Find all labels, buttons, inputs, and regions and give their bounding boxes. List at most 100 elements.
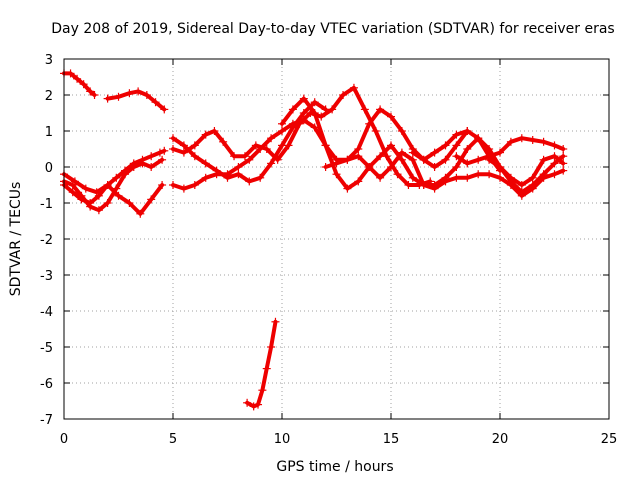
plot-frame [63, 58, 610, 420]
data-point [463, 159, 472, 168]
data-point [284, 141, 293, 150]
grid-lines [64, 59, 609, 419]
data-point [528, 136, 537, 144]
y-tick-label: 2 [45, 89, 53, 104]
x-tick-labels: 0 5 10 15 20 25 [60, 432, 617, 447]
data-point [441, 141, 450, 150]
data-point [125, 89, 134, 98]
y-tick-label: -2 [40, 233, 53, 248]
series-trace [487, 154, 566, 187]
data-point [94, 206, 103, 215]
data-point [365, 119, 374, 128]
y-tick-label: -4 [40, 305, 53, 320]
x-tick-label: 10 [274, 432, 291, 447]
y-tick-label: -3 [40, 269, 53, 284]
data-point [328, 105, 337, 114]
data-point [68, 188, 77, 197]
data-point [339, 91, 348, 99]
data-point [517, 181, 526, 189]
data-point [138, 159, 147, 168]
data-point [267, 343, 276, 351]
data-point [256, 145, 265, 153]
data-point [397, 148, 406, 157]
data-point [299, 116, 308, 125]
data-point [201, 173, 210, 182]
data-point [387, 163, 395, 171]
data-point [66, 69, 75, 78]
data-point [404, 181, 413, 189]
data-point [234, 170, 243, 179]
x-tick-label: 25 [601, 432, 618, 447]
data-point [387, 141, 395, 150]
data-point [506, 137, 515, 146]
data-point [408, 155, 417, 164]
data-point [136, 209, 145, 218]
data-point [81, 184, 90, 193]
data-point [441, 177, 450, 186]
data-point [147, 152, 156, 161]
data-point [349, 83, 358, 92]
data-point [190, 152, 199, 161]
y-tick-label: -5 [40, 341, 53, 356]
data-point [376, 152, 385, 161]
series-trace [245, 319, 278, 409]
data-point [343, 155, 352, 164]
data-point [376, 173, 385, 182]
data-point [147, 163, 156, 171]
data-point [258, 386, 267, 395]
data-point [273, 155, 282, 164]
data-point [223, 170, 232, 179]
data-point [365, 163, 374, 171]
data-point [169, 145, 177, 153]
data-point [387, 112, 395, 121]
series-arc-8 [169, 105, 472, 193]
data-point [245, 177, 254, 186]
data-point [452, 152, 461, 161]
data-point [249, 402, 258, 411]
data-series [60, 69, 568, 411]
data-point [463, 145, 472, 153]
data-point [376, 105, 385, 114]
y-tick-label: 0 [45, 161, 53, 176]
data-point [86, 202, 95, 211]
data-point [485, 170, 494, 179]
data-point [310, 123, 319, 132]
series-arc-13 [485, 152, 568, 189]
data-point [158, 181, 167, 189]
data-point [254, 400, 263, 409]
data-point [240, 152, 249, 161]
data-point [397, 155, 406, 164]
series-arc-12 [452, 134, 568, 168]
data-point [256, 173, 265, 182]
data-point [142, 91, 151, 99]
series-arc-10 [321, 148, 568, 200]
data-point [430, 163, 439, 171]
data-point [528, 181, 537, 189]
data-point [112, 184, 121, 193]
data-point [271, 317, 280, 326]
series-arc-11 [408, 127, 568, 197]
data-point [559, 166, 568, 175]
data-point [371, 127, 380, 135]
data-point [125, 199, 134, 207]
data-point [441, 155, 450, 164]
data-point [288, 105, 297, 114]
data-point [321, 163, 330, 171]
chart-title: Day 208 of 2019, Sidereal Day-to-day VTE… [51, 21, 614, 37]
data-point [474, 170, 483, 179]
y-tick-label: -1 [40, 197, 53, 212]
y-tick-label: 3 [45, 53, 53, 68]
data-point [452, 163, 461, 171]
data-point [190, 141, 199, 150]
data-point [190, 181, 199, 189]
data-point [245, 155, 254, 164]
data-point [321, 141, 330, 150]
data-point [251, 141, 260, 150]
data-point [463, 173, 472, 182]
data-point [243, 398, 252, 407]
data-point [496, 173, 504, 182]
data-point [485, 155, 494, 164]
data-point [517, 134, 526, 143]
data-point [160, 105, 169, 114]
data-point [408, 173, 417, 182]
